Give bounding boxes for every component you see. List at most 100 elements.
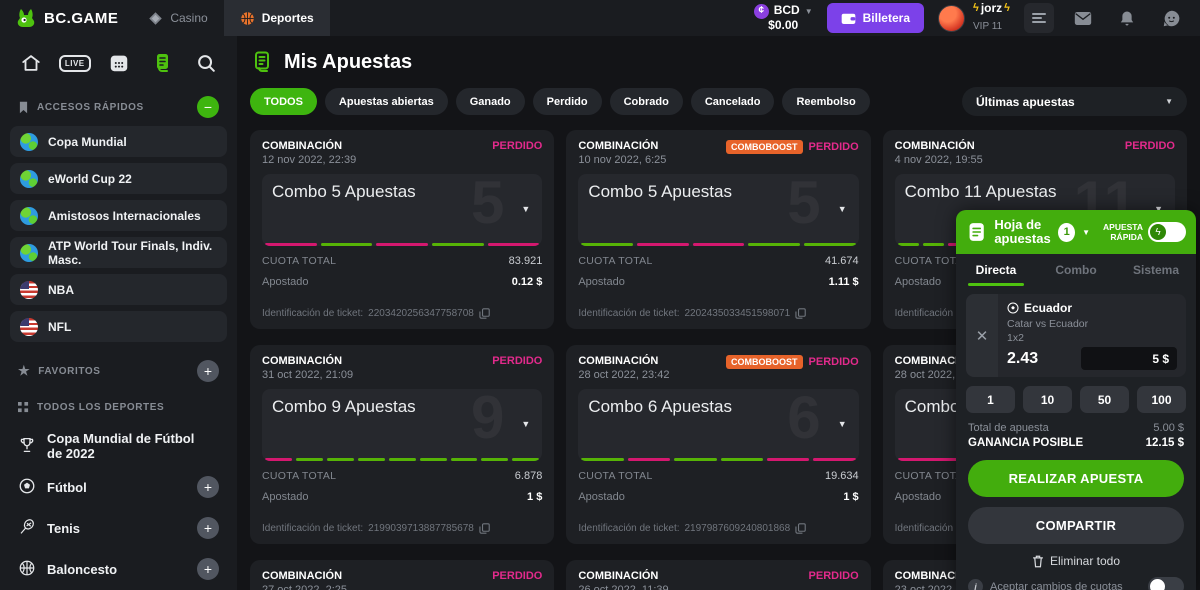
accept-odds-changes-toggle[interactable] bbox=[1148, 577, 1184, 590]
quick-stake-button[interactable]: 50 bbox=[1080, 386, 1129, 413]
quick-bet-toggle[interactable]: ϟ bbox=[1148, 222, 1187, 242]
sidebar-quick-access-item[interactable]: NFL bbox=[10, 311, 227, 342]
sidebar-quick-access-item[interactable]: Amistosos Internacionales bbox=[10, 200, 227, 231]
betslip-icon bbox=[969, 223, 984, 241]
globe-icon bbox=[20, 243, 38, 262]
segment-won bbox=[674, 458, 717, 461]
sidebar-sport-item[interactable]: Fútbol + bbox=[10, 471, 227, 503]
betslip-header[interactable]: Hoja de apuestas 1 ▼ APUESTA RÁPIDA ϟ bbox=[956, 210, 1196, 254]
filter-chip[interactable]: Cobrado bbox=[609, 88, 683, 115]
sidebar-quick-access-item[interactable]: Copa Mundial bbox=[10, 126, 227, 157]
sidebar-sport-item[interactable]: Baloncesto + bbox=[10, 553, 227, 585]
segment-lost bbox=[813, 458, 856, 461]
segment-lost bbox=[265, 243, 317, 246]
selection-pick: Ecuador bbox=[1024, 301, 1073, 315]
sidebar-quick-access-item[interactable]: NBA bbox=[10, 274, 227, 305]
brand-logo[interactable]: BC.GAME bbox=[0, 6, 132, 30]
brand-name: BC.GAME bbox=[44, 9, 119, 27]
ticket-id-prefix: Identificación de ticket: bbox=[578, 308, 680, 319]
combo-summary[interactable]: Combo 6 Apuestas 6 ▼ bbox=[578, 389, 859, 461]
expand-sport-button[interactable]: + bbox=[197, 517, 219, 539]
bell-icon bbox=[1120, 11, 1134, 25]
cuota-total-label: CUOTA TOTAL bbox=[894, 470, 969, 482]
place-bet-button[interactable]: REALIZAR APUESTA bbox=[968, 460, 1184, 497]
bet-type: COMBINACIÓN bbox=[894, 140, 975, 152]
lightning-icon: ϟ bbox=[973, 2, 979, 15]
possible-win-label: GANANCIA POSIBLE bbox=[968, 437, 1084, 449]
segment-won bbox=[432, 243, 484, 246]
collapse-quick-access-button[interactable]: − bbox=[197, 96, 219, 118]
wallet-icon bbox=[841, 13, 855, 24]
bet-date: 23 oct 2022, 2 bbox=[894, 584, 965, 590]
bet-card: COMBINACIÓN 10 nov 2022, 6:25 COMBOBOOST… bbox=[566, 130, 871, 329]
nav-casino[interactable]: Casino bbox=[132, 0, 223, 36]
segment-won bbox=[748, 243, 801, 246]
filter-chip[interactable]: Reembolso bbox=[782, 88, 870, 115]
combo-chevron: ▼ bbox=[837, 419, 847, 429]
combo-summary[interactable]: Combo 5 Apuestas 5 ▼ bbox=[578, 174, 859, 246]
schedule-button[interactable] bbox=[106, 50, 132, 76]
quick-stake-button[interactable]: 10 bbox=[1023, 386, 1072, 413]
filter-chip[interactable]: Perdido bbox=[532, 88, 602, 115]
search-button[interactable] bbox=[193, 50, 219, 76]
stake-input[interactable] bbox=[1081, 347, 1177, 370]
cuota-total-value: 6.878 bbox=[514, 470, 543, 482]
support-chat-button[interactable] bbox=[1156, 3, 1186, 33]
cuota-total-value: 19.634 bbox=[825, 470, 859, 482]
my-bets-button[interactable] bbox=[149, 50, 175, 76]
sidebar-sport-item[interactable]: Tenis + bbox=[10, 512, 227, 544]
tennis-racket-icon bbox=[20, 518, 34, 534]
copy-icon[interactable] bbox=[479, 308, 490, 319]
messages-button[interactable] bbox=[1068, 3, 1098, 33]
currency-selector[interactable]: ¢ BCD ▼ $0.00 bbox=[753, 3, 813, 33]
copy-icon[interactable] bbox=[795, 523, 806, 534]
nav-deportes[interactable]: Deportes bbox=[223, 0, 330, 36]
segment-won bbox=[581, 458, 624, 461]
combo-summary[interactable]: Combo 9 Apuestas 9 ▼ bbox=[262, 389, 543, 461]
quick-stake-button[interactable]: 1 bbox=[966, 386, 1015, 413]
filter-chip[interactable]: Apuestas abiertas bbox=[324, 88, 448, 115]
share-button[interactable]: COMPARTIR bbox=[968, 507, 1184, 544]
bet-card: COMBINACIÓN 12 nov 2022, 22:39 COMBOBOOS… bbox=[250, 130, 555, 329]
betslip-tab[interactable]: Sistema bbox=[1132, 263, 1180, 277]
wallet-button[interactable]: Billetera bbox=[826, 3, 924, 33]
betslip-tab[interactable]: Combo bbox=[1055, 263, 1097, 277]
home-button[interactable] bbox=[18, 50, 44, 76]
accept-odds-changes-label: Aceptar cambios de cuotas bbox=[990, 580, 1123, 590]
my-bets-icon bbox=[157, 54, 169, 72]
copy-icon[interactable] bbox=[795, 308, 806, 319]
sidebar-quick-access-item[interactable]: ATP World Tour Finals, Indiv. Masc. bbox=[10, 237, 227, 268]
user-profile[interactable]: ϟ jorz ϟ VIP 11 bbox=[938, 1, 1010, 34]
bet-date: 27 oct 2022, 2:25 bbox=[262, 584, 348, 590]
sidebar-sport-item[interactable]: Copa Mundial de Fútbol de 2022 + bbox=[10, 430, 227, 462]
bet-card: COMBINACIÓN 28 oct 2022, 23:42 COMBOBOOS… bbox=[566, 345, 871, 544]
bet-list-menu-button[interactable] bbox=[1024, 3, 1054, 33]
notifications-button[interactable] bbox=[1112, 3, 1142, 33]
combo-count-watermark: 6 bbox=[787, 389, 821, 451]
expand-sport-button[interactable]: + bbox=[197, 558, 219, 580]
filter-chip[interactable]: Cancelado bbox=[690, 88, 775, 115]
live-events-button[interactable]: LIVE bbox=[58, 50, 91, 76]
bet-type: COMBINACIÓN bbox=[262, 355, 343, 367]
comboboost-badge: COMBOBOOST bbox=[726, 140, 803, 154]
filter-chip[interactable]: TODOS bbox=[250, 88, 317, 115]
basketball-icon bbox=[240, 11, 254, 25]
quick-access-label: Copa Mundial bbox=[48, 134, 127, 149]
apostado-value: 1 $ bbox=[527, 491, 543, 503]
remove-selection-button[interactable]: ✕ bbox=[966, 294, 998, 377]
filter-chip[interactable]: Ganado bbox=[455, 88, 525, 115]
betslip-tab[interactable]: Directa bbox=[956, 254, 1036, 286]
copy-icon[interactable] bbox=[479, 523, 490, 534]
quick-stake-button[interactable]: 100 bbox=[1137, 386, 1186, 413]
mail-icon bbox=[1074, 11, 1092, 25]
sort-dropdown[interactable]: Últimas apuestas ▼ bbox=[962, 87, 1187, 116]
ticket-id-value: 2197987609240801868 bbox=[684, 523, 791, 534]
expand-sport-button[interactable]: + bbox=[197, 476, 219, 498]
clear-all-button[interactable]: Eliminar todo bbox=[956, 554, 1196, 568]
bcd-coin-icon: ¢ bbox=[753, 3, 769, 19]
segment-won bbox=[320, 243, 373, 246]
bet-card: COMBINACIÓN 31 oct 2022, 21:09 COMBOBOOS… bbox=[250, 345, 555, 544]
add-favorite-button[interactable]: + bbox=[197, 360, 219, 382]
combo-summary[interactable]: Combo 5 Apuestas 5 ▼ bbox=[262, 174, 543, 246]
sidebar-quick-access-item[interactable]: eWorld Cup 22 bbox=[10, 163, 227, 194]
